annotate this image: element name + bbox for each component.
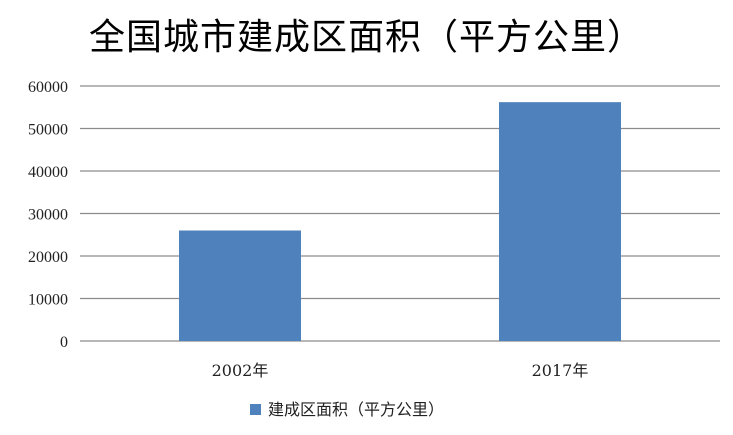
- y-tick-label: 60000: [28, 79, 68, 96]
- bar: [499, 102, 621, 342]
- chart-title: 全国城市建成区面积（平方公里）: [88, 17, 644, 58]
- y-tick-label: 50000: [28, 122, 68, 139]
- y-tick-label: 20000: [28, 249, 68, 266]
- y-tick-label: 10000: [28, 292, 68, 309]
- legend-label: 建成区面积（平方公里）: [268, 400, 444, 419]
- legend-swatch: [250, 404, 261, 415]
- y-axis: 0 10000 20000 30000 40000 50000 60000: [28, 79, 68, 351]
- x-axis: 2002年 2017年: [212, 361, 589, 380]
- gridlines: [80, 85, 720, 342]
- bars: [179, 102, 621, 342]
- legend: 建成区面积（平方公里）: [250, 400, 444, 419]
- x-tick-label: 2017年: [532, 361, 589, 380]
- y-tick-label: 0: [60, 334, 68, 351]
- x-tick-label: 2002年: [212, 361, 269, 380]
- bar: [179, 230, 301, 341]
- y-tick-label: 30000: [28, 207, 68, 224]
- y-tick-label: 40000: [28, 164, 68, 181]
